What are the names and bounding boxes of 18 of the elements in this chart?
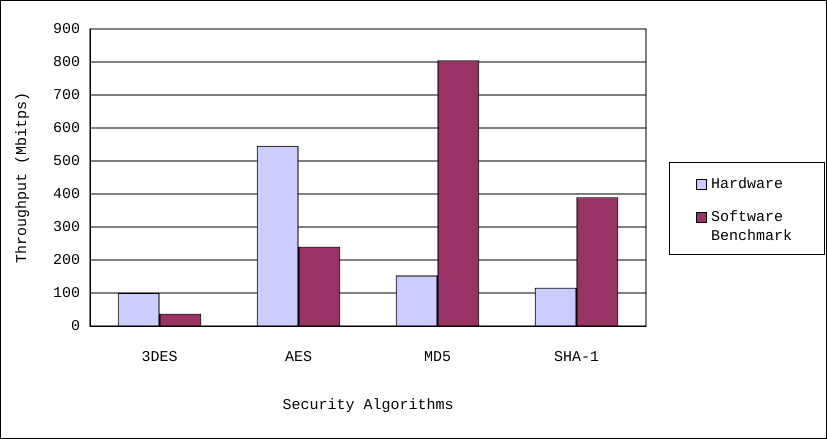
x-tick-label: MD5 (424, 348, 452, 366)
y-tick-label: 900 (52, 20, 80, 38)
x-tick-label: 3DES (141, 348, 178, 366)
y-tick-label: 400 (52, 186, 80, 203)
y-tick-label: 200 (52, 252, 80, 269)
y-tick-label: 500 (52, 152, 80, 170)
y-tick-label: 100 (52, 284, 80, 302)
x-tick-label: AES (284, 348, 312, 366)
x-tick-label: SHA-1 (554, 348, 600, 366)
x-axis-title: Security Algorithms (282, 396, 454, 414)
legend-label: Software Benchmark (711, 208, 794, 246)
y-tick-label: 300 (52, 218, 80, 236)
y-tick-label: 700 (52, 86, 80, 104)
y-tick-label: 600 (52, 120, 80, 137)
y-tick-label: 800 (52, 54, 80, 71)
legend-label: Hardware (711, 175, 784, 194)
y-tick-label: 0 (70, 318, 80, 335)
y-axis-title: Throughput (Mbitps) (14, 92, 31, 264)
